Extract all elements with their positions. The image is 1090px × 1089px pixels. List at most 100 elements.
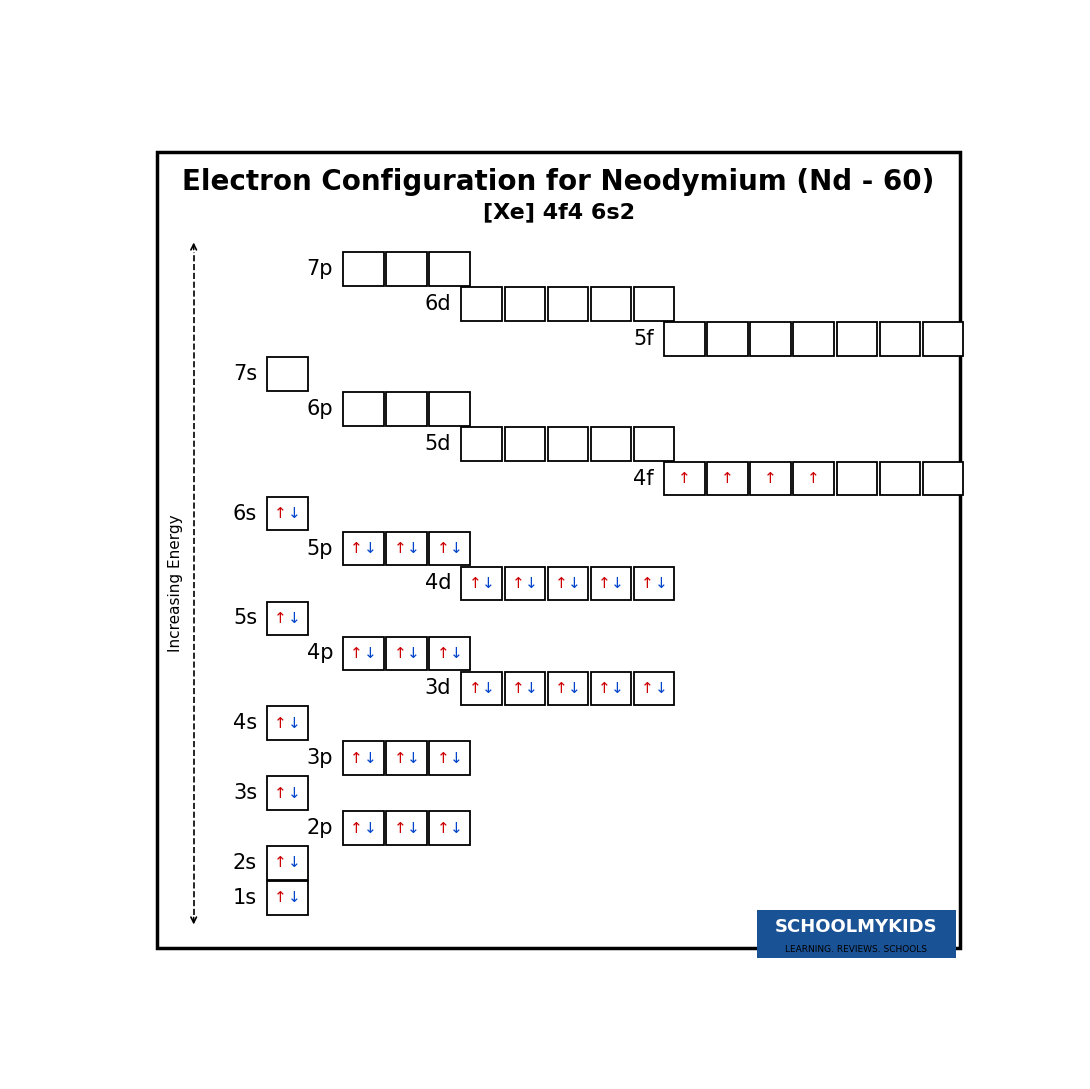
Bar bbox=[836, 462, 877, 495]
Bar bbox=[750, 462, 791, 495]
Text: ↑: ↑ bbox=[469, 576, 482, 591]
Text: ↓: ↓ bbox=[288, 785, 301, 800]
Bar bbox=[836, 322, 877, 356]
Text: 3d: 3d bbox=[425, 678, 451, 698]
Bar bbox=[461, 672, 502, 705]
Bar bbox=[880, 322, 920, 356]
Text: ↑: ↑ bbox=[275, 891, 287, 905]
Text: ↓: ↓ bbox=[364, 541, 377, 556]
Text: ↑: ↑ bbox=[436, 750, 449, 766]
Bar bbox=[505, 427, 545, 461]
Text: ↓: ↓ bbox=[525, 681, 538, 696]
Text: 2s: 2s bbox=[233, 853, 257, 873]
Bar bbox=[591, 427, 631, 461]
Text: ↑: ↑ bbox=[436, 646, 449, 661]
Bar bbox=[547, 566, 589, 600]
Bar bbox=[343, 531, 384, 565]
Text: ↑: ↑ bbox=[722, 472, 734, 486]
Bar bbox=[386, 637, 427, 670]
Text: ↑: ↑ bbox=[393, 820, 407, 835]
Text: ↓: ↓ bbox=[288, 715, 301, 731]
Text: ↓: ↓ bbox=[407, 750, 420, 766]
Bar bbox=[664, 462, 705, 495]
Bar bbox=[267, 881, 307, 915]
Text: ↑: ↑ bbox=[641, 681, 654, 696]
Text: ↑: ↑ bbox=[469, 681, 482, 696]
Bar bbox=[267, 601, 307, 635]
Text: ↓: ↓ bbox=[364, 646, 377, 661]
Text: 2p: 2p bbox=[306, 818, 334, 839]
Text: ↓: ↓ bbox=[568, 681, 581, 696]
Text: ↓: ↓ bbox=[450, 750, 463, 766]
Text: SCHOOLMYKIDS: SCHOOLMYKIDS bbox=[775, 918, 937, 935]
Bar bbox=[386, 253, 427, 285]
Text: ↑: ↑ bbox=[275, 715, 287, 731]
Bar bbox=[429, 811, 470, 845]
Text: LEARNING. REVIEWS. SCHOOLS: LEARNING. REVIEWS. SCHOOLS bbox=[786, 945, 928, 954]
Text: ↑: ↑ bbox=[393, 646, 407, 661]
Text: ↓: ↓ bbox=[654, 576, 667, 591]
Text: ↑: ↑ bbox=[275, 611, 287, 626]
Bar bbox=[505, 287, 545, 321]
Text: ↑: ↑ bbox=[350, 820, 363, 835]
Text: ↑: ↑ bbox=[436, 541, 449, 556]
Bar bbox=[591, 287, 631, 321]
Text: ↓: ↓ bbox=[611, 681, 625, 696]
Bar bbox=[794, 462, 834, 495]
Bar bbox=[267, 846, 307, 880]
Bar bbox=[880, 462, 920, 495]
Bar bbox=[547, 672, 589, 705]
Text: 4p: 4p bbox=[306, 644, 334, 663]
Bar bbox=[267, 357, 307, 391]
Bar bbox=[343, 811, 384, 845]
Bar bbox=[461, 427, 502, 461]
Text: ↓: ↓ bbox=[288, 611, 301, 626]
Text: ↑: ↑ bbox=[275, 856, 287, 870]
Text: Electron Configuration for Neodymium (Nd - 60): Electron Configuration for Neodymium (Nd… bbox=[182, 169, 935, 196]
Text: ↑: ↑ bbox=[598, 576, 610, 591]
Text: ↑: ↑ bbox=[393, 750, 407, 766]
Text: ↑: ↑ bbox=[350, 646, 363, 661]
Text: [Xe] 4f4 6s2: [Xe] 4f4 6s2 bbox=[483, 201, 634, 222]
Text: ↑: ↑ bbox=[641, 576, 654, 591]
Bar bbox=[267, 497, 307, 530]
Bar bbox=[429, 637, 470, 670]
Bar bbox=[343, 637, 384, 670]
Bar bbox=[547, 287, 589, 321]
Text: ↑: ↑ bbox=[350, 541, 363, 556]
Text: 4s: 4s bbox=[233, 713, 257, 733]
Bar bbox=[707, 322, 748, 356]
Text: ↓: ↓ bbox=[407, 646, 420, 661]
Text: 6p: 6p bbox=[306, 399, 334, 419]
Text: 5p: 5p bbox=[306, 539, 334, 559]
Text: ↑: ↑ bbox=[275, 785, 287, 800]
Bar bbox=[429, 531, 470, 565]
Text: 5d: 5d bbox=[425, 433, 451, 454]
Text: ↓: ↓ bbox=[611, 576, 625, 591]
Bar bbox=[547, 427, 589, 461]
Text: ↓: ↓ bbox=[364, 820, 377, 835]
Text: 7p: 7p bbox=[306, 259, 334, 279]
Text: 7s: 7s bbox=[233, 364, 257, 383]
Bar bbox=[386, 531, 427, 565]
Bar bbox=[343, 742, 384, 775]
Text: ↓: ↓ bbox=[568, 576, 581, 591]
Bar bbox=[750, 322, 791, 356]
Text: ↑: ↑ bbox=[436, 820, 449, 835]
Text: ↓: ↓ bbox=[450, 646, 463, 661]
Text: ↑: ↑ bbox=[511, 681, 524, 696]
Bar bbox=[633, 672, 675, 705]
Bar bbox=[923, 322, 964, 356]
Text: ↑: ↑ bbox=[350, 750, 363, 766]
Text: 6d: 6d bbox=[425, 294, 451, 314]
Text: ↓: ↓ bbox=[288, 856, 301, 870]
Bar bbox=[633, 287, 675, 321]
Bar bbox=[343, 253, 384, 285]
Bar bbox=[633, 427, 675, 461]
Text: ↓: ↓ bbox=[482, 681, 495, 696]
Bar bbox=[267, 776, 307, 810]
Text: 5s: 5s bbox=[233, 609, 257, 628]
Text: 5f: 5f bbox=[633, 329, 654, 348]
Bar bbox=[429, 253, 470, 285]
Text: 3s: 3s bbox=[233, 783, 257, 803]
